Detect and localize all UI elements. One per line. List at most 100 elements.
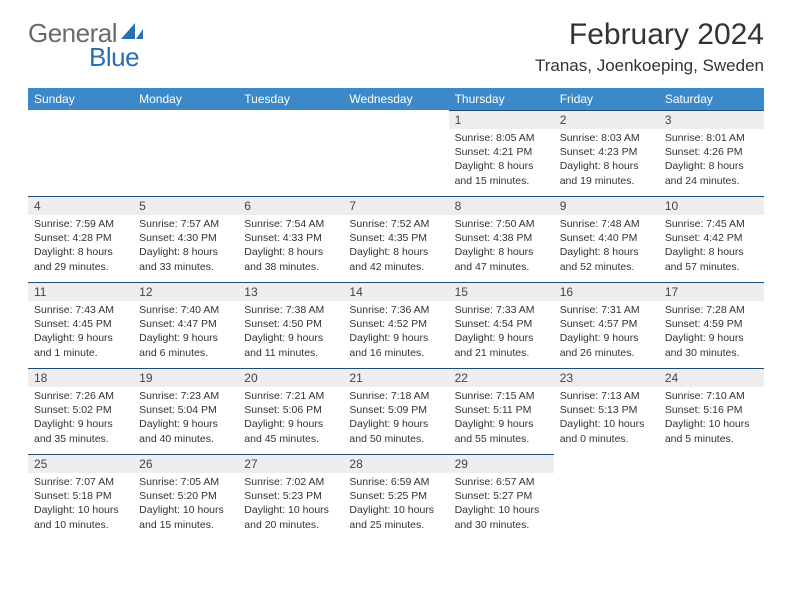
sunrise-text: Sunrise: 7:28 AM <box>665 303 758 317</box>
day-number: 3 <box>659 110 764 129</box>
day-details: Sunrise: 7:23 AMSunset: 5:04 PMDaylight:… <box>133 387 238 450</box>
sunset-text: Sunset: 4:33 PM <box>244 231 337 245</box>
sunrise-text: Sunrise: 6:59 AM <box>349 475 442 489</box>
sunrise-text: Sunrise: 7:23 AM <box>139 389 232 403</box>
daylight-text-1: Daylight: 9 hours <box>455 331 548 345</box>
calendar-day-cell: 1 Sunrise: 8:05 AMSunset: 4:21 PMDaylight… <box>449 110 554 196</box>
calendar-week-row: 18Sunrise: 7:26 AMSunset: 5:02 PMDayligh… <box>28 368 764 454</box>
calendar-day-cell: 21Sunrise: 7:18 AMSunset: 5:09 PMDayligh… <box>343 368 448 454</box>
daylight-text-1: Daylight: 9 hours <box>244 331 337 345</box>
daylight-text-2: and 1 minute. <box>34 346 127 360</box>
day-details: Sunrise: 7:05 AMSunset: 5:20 PMDaylight:… <box>133 473 238 536</box>
calendar-day-cell: 17 Sunrise: 7:28 AMSunset: 4:59 PMDayligh… <box>659 282 764 368</box>
sunset-text: Sunset: 4:21 PM <box>455 145 548 159</box>
calendar-day-cell: 28 Sunrise: 6:59 AMSunset: 5:25 PMDayligh… <box>343 454 448 540</box>
sunrise-text: Sunrise: 7:07 AM <box>34 475 127 489</box>
calendar-day-cell: 7Sunrise: 7:52 AMSunset: 4:35 PMDaylight… <box>343 196 448 282</box>
calendar-day-cell: 6Sunrise: 7:54 AMSunset: 4:33 PMDaylight… <box>238 196 343 282</box>
title-block: February 2024 Tranas, Joenkoeping, Swede… <box>535 18 764 76</box>
daylight-text-1: Daylight: 10 hours <box>34 503 127 517</box>
daylight-text-2: and 20 minutes. <box>244 518 337 532</box>
sunrise-text: Sunrise: 8:05 AM <box>455 131 548 145</box>
sunset-text: Sunset: 5:11 PM <box>455 403 548 417</box>
sunset-text: Sunset: 5:23 PM <box>244 489 337 503</box>
sunset-text: Sunset: 5:18 PM <box>34 489 127 503</box>
sunset-text: Sunset: 4:52 PM <box>349 317 442 331</box>
daylight-text-2: and 50 minutes. <box>349 432 442 446</box>
sunset-text: Sunset: 5:06 PM <box>244 403 337 417</box>
daylight-text-1: Daylight: 8 hours <box>455 159 548 173</box>
daylight-text-1: Daylight: 10 hours <box>139 503 232 517</box>
day-number: 14 <box>343 282 448 301</box>
calendar-week-row: 11Sunrise: 7:43 AMSunset: 4:45 PMDayligh… <box>28 282 764 368</box>
sunset-text: Sunset: 4:40 PM <box>560 231 653 245</box>
day-number: 28 <box>343 454 448 473</box>
day-details: Sunrise: 7:50 AMSunset: 4:38 PMDaylight:… <box>449 215 554 278</box>
sunset-text: Sunset: 4:38 PM <box>455 231 548 245</box>
calendar-day-cell <box>238 110 343 196</box>
daylight-text-1: Daylight: 8 hours <box>560 159 653 173</box>
sunrise-text: Sunrise: 7:02 AM <box>244 475 337 489</box>
day-header: Thursday <box>449 88 554 110</box>
day-number: 16 <box>554 282 659 301</box>
day-details: Sunrise: 7:52 AMSunset: 4:35 PMDaylight:… <box>343 215 448 278</box>
calendar-day-cell: 20Sunrise: 7:21 AMSunset: 5:06 PMDayligh… <box>238 368 343 454</box>
day-number: 1 <box>449 110 554 129</box>
sunrise-text: Sunrise: 7:48 AM <box>560 217 653 231</box>
daylight-text-1: Daylight: 9 hours <box>455 417 548 431</box>
daylight-text-1: Daylight: 8 hours <box>349 245 442 259</box>
daylight-text-2: and 26 minutes. <box>560 346 653 360</box>
day-number: 19 <box>133 368 238 387</box>
day-details: Sunrise: 8:03 AMSunset: 4:23 PMDaylight:… <box>554 129 659 192</box>
daylight-text-1: Daylight: 9 hours <box>139 417 232 431</box>
sunrise-text: Sunrise: 8:01 AM <box>665 131 758 145</box>
calendar-day-cell <box>28 110 133 196</box>
daylight-text-2: and 11 minutes. <box>244 346 337 360</box>
daylight-text-1: Daylight: 9 hours <box>349 417 442 431</box>
day-number: 9 <box>554 196 659 215</box>
sunset-text: Sunset: 4:57 PM <box>560 317 653 331</box>
daylight-text-2: and 29 minutes. <box>34 260 127 274</box>
calendar-week-row: 1Sunrise: 8:05 AMSunset: 4:21 PMDaylight… <box>28 110 764 196</box>
sunrise-text: Sunrise: 7:05 AM <box>139 475 232 489</box>
sunset-text: Sunset: 4:59 PM <box>665 317 758 331</box>
sunset-text: Sunset: 5:25 PM <box>349 489 442 503</box>
calendar-day-cell: 18Sunrise: 7:26 AMSunset: 5:02 PMDayligh… <box>28 368 133 454</box>
sunrise-text: Sunrise: 7:40 AM <box>139 303 232 317</box>
location-text: Tranas, Joenkoeping, Sweden <box>535 56 764 76</box>
daylight-text-1: Daylight: 9 hours <box>34 331 127 345</box>
day-details: Sunrise: 7:21 AMSunset: 5:06 PMDaylight:… <box>238 387 343 450</box>
sunset-text: Sunset: 4:50 PM <box>244 317 337 331</box>
daylight-text-2: and 35 minutes. <box>34 432 127 446</box>
day-number: 21 <box>343 368 448 387</box>
day-number: 17 <box>659 282 764 301</box>
sunrise-text: Sunrise: 7:38 AM <box>244 303 337 317</box>
calendar-day-cell: 27Sunrise: 7:02 AMSunset: 5:23 PMDayligh… <box>238 454 343 540</box>
sunset-text: Sunset: 5:20 PM <box>139 489 232 503</box>
sunset-text: Sunset: 4:35 PM <box>349 231 442 245</box>
day-header: Saturday <box>659 88 764 110</box>
daylight-text-1: Daylight: 9 hours <box>665 331 758 345</box>
day-number: 10 <box>659 196 764 215</box>
sunset-text: Sunset: 4:47 PM <box>139 317 232 331</box>
day-number: 20 <box>238 368 343 387</box>
calendar-day-cell <box>659 454 764 540</box>
sunrise-text: Sunrise: 7:36 AM <box>349 303 442 317</box>
day-number: 18 <box>28 368 133 387</box>
calendar-day-cell: 9Sunrise: 7:48 AMSunset: 4:40 PMDaylight… <box>554 196 659 282</box>
daylight-text-1: Daylight: 10 hours <box>349 503 442 517</box>
day-details: Sunrise: 7:13 AMSunset: 5:13 PMDaylight:… <box>554 387 659 450</box>
day-number: 25 <box>28 454 133 473</box>
sunset-text: Sunset: 4:45 PM <box>34 317 127 331</box>
sunset-text: Sunset: 5:27 PM <box>455 489 548 503</box>
calendar-day-cell: 16Sunrise: 7:31 AMSunset: 4:57 PMDayligh… <box>554 282 659 368</box>
day-details: Sunrise: 7:59 AMSunset: 4:28 PMDaylight:… <box>28 215 133 278</box>
day-details: Sunrise: 6:57 AMSunset: 5:27 PMDaylight:… <box>449 473 554 536</box>
calendar-day-cell: 26Sunrise: 7:05 AMSunset: 5:20 PMDayligh… <box>133 454 238 540</box>
calendar-day-cell: 11Sunrise: 7:43 AMSunset: 4:45 PMDayligh… <box>28 282 133 368</box>
calendar-day-cell <box>554 454 659 540</box>
day-details: Sunrise: 7:33 AMSunset: 4:54 PMDaylight:… <box>449 301 554 364</box>
calendar-day-cell: 19Sunrise: 7:23 AMSunset: 5:04 PMDayligh… <box>133 368 238 454</box>
calendar-day-cell <box>133 110 238 196</box>
calendar-day-cell: 4Sunrise: 7:59 AMSunset: 4:28 PMDaylight… <box>28 196 133 282</box>
